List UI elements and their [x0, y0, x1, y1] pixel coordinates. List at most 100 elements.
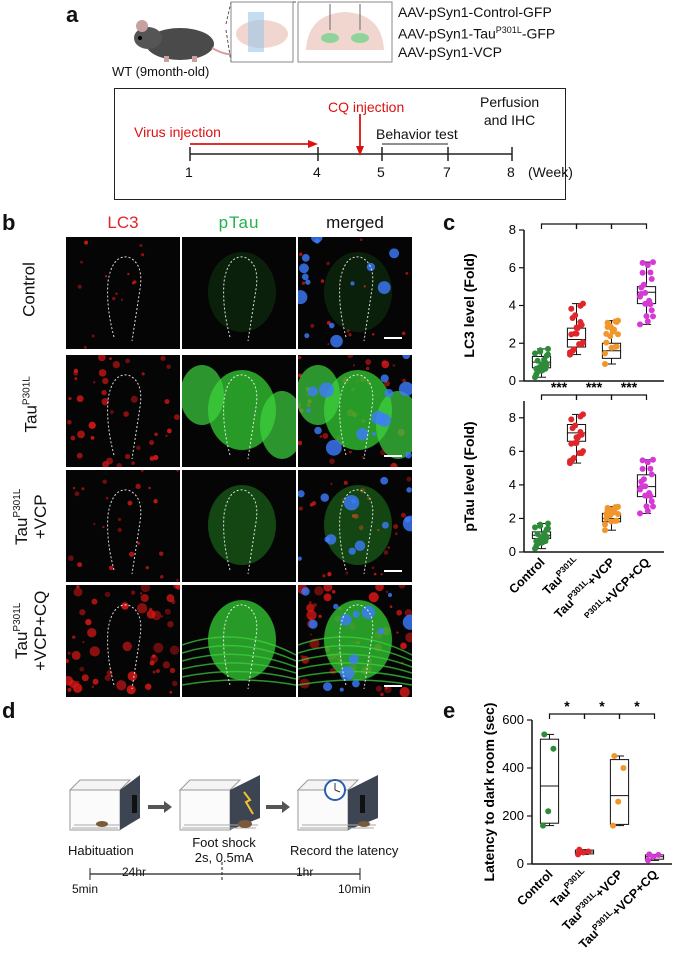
micrograph-merged-row1	[298, 237, 412, 349]
lc3-ytick-label: 8	[509, 222, 516, 237]
step-record-latency: Record the latency	[290, 843, 399, 858]
ptau-data-point	[543, 534, 550, 541]
tick-week-5: 5	[377, 164, 385, 180]
perfusion-label: Perfusion and IHC	[480, 94, 540, 128]
ptau-data-point	[637, 510, 643, 517]
timeline-unit: (Week)	[528, 164, 573, 180]
ptau-data-point	[567, 457, 573, 464]
ptau-sig-label: ***	[586, 379, 603, 395]
tick-week-8: 8	[507, 164, 515, 180]
ptau-data-point	[615, 503, 621, 510]
panel-letter-d: d	[2, 698, 16, 723]
latency-box	[539, 738, 560, 824]
virus-injection-label: Virus injection	[134, 124, 221, 140]
lc3-data-point	[568, 331, 575, 338]
step-habituation: Habituation	[68, 843, 134, 858]
scale-bar	[384, 570, 402, 572]
ptau-ytick-label: 0	[509, 544, 516, 559]
ptau-sig-bracket	[540, 394, 578, 400]
ptau-category-label: TauP301L+VCP	[550, 554, 617, 618]
micrograph-merged-row2	[298, 355, 412, 467]
construct-vcp: AAV-pSyn1-VCP	[398, 43, 503, 60]
tick-week-1: 1	[185, 164, 193, 180]
lc3-data-point	[650, 259, 656, 266]
ptau-data-point	[650, 456, 656, 463]
ptau-data-point	[638, 478, 645, 485]
scale-bar	[384, 685, 402, 687]
cell-outline	[339, 604, 374, 690]
cell-outline	[339, 374, 374, 460]
ptau-ytick-label: 2	[509, 510, 516, 525]
lc3-sig-bracket	[575, 223, 613, 229]
lc3-data-point	[543, 361, 550, 368]
latency-data-point	[540, 822, 546, 829]
lc3-ytick-label: 0	[509, 373, 516, 388]
lc3-data-point	[602, 350, 608, 357]
mouse-illustration	[134, 20, 239, 62]
ptau-data-point	[608, 518, 615, 525]
ptau-data-point	[604, 507, 611, 514]
panel-letter-a: a	[66, 2, 79, 27]
time-24hr: 24hr	[122, 865, 147, 879]
row-label-tau: TauP301L	[21, 376, 41, 433]
lc3-data-point	[643, 313, 650, 320]
panel-letter-c: c	[443, 210, 456, 235]
ptau-data-point	[647, 465, 654, 472]
lc3-sig-label: ***	[551, 218, 568, 224]
lc3-data-point	[650, 313, 656, 320]
latency-data-point	[610, 822, 616, 829]
panel-letter-e: e	[443, 698, 456, 723]
ptau-data-point	[568, 440, 575, 447]
micrograph-lc3-row4	[66, 585, 180, 697]
latency-data-point	[620, 765, 627, 771]
chamber-record	[296, 775, 378, 831]
cq-injection-label: CQ injection	[328, 99, 405, 115]
lc3-sig-bracket	[540, 223, 578, 229]
micrograph-ptau-row1	[182, 237, 296, 349]
micrograph-lc3-row3	[66, 470, 180, 582]
ptau-data-point	[533, 538, 540, 545]
lc3-data-point	[539, 366, 546, 373]
latency-data-point	[585, 848, 592, 855]
ptau-data-point	[537, 521, 544, 528]
column-label-lc3: LC3	[107, 213, 139, 232]
brain-illustration	[225, 1, 393, 63]
timeline-box	[114, 88, 566, 200]
lc3-data-point	[603, 339, 610, 346]
construct-tau-gfp: AAV-pSyn1-TauP301L-GFP	[398, 25, 556, 42]
lc3-data-point	[533, 365, 540, 372]
lc3-data-point	[644, 318, 651, 325]
ptau-data-point	[650, 503, 656, 510]
micrograph-ptau-row4	[182, 585, 296, 697]
micrograph-ptau-row2	[182, 355, 296, 467]
latency-data-point	[550, 745, 557, 752]
cell-outline	[107, 489, 142, 575]
lc3-ylabel: LC3 level (Fold)	[461, 253, 477, 357]
lc3-data-point	[538, 361, 545, 368]
micrograph-ptau-row3	[182, 470, 296, 582]
behavior-test-label: Behavior test	[376, 126, 458, 142]
cell-outline	[223, 256, 258, 342]
ptau-data-point	[578, 450, 585, 457]
lc3-data-point	[644, 262, 651, 269]
row-label-control: Control	[19, 262, 39, 317]
lc3-data-point	[567, 349, 573, 356]
ptau-data-point	[569, 425, 576, 432]
lc3-data-point	[648, 276, 655, 283]
lc3-data-point	[534, 357, 541, 364]
cell-outline	[223, 489, 258, 575]
cell-outline	[223, 604, 258, 690]
ptau-data-point	[648, 471, 655, 478]
ptau-data-point	[644, 459, 651, 466]
micrograph-merged-row3	[298, 470, 412, 582]
lc3-ytick-label: 4	[509, 298, 516, 313]
lc3-data-point	[545, 345, 551, 352]
row-label-tau-vcp: TauP301L +VCP	[11, 488, 50, 545]
latency-data-point	[576, 846, 583, 853]
latency-ytick-label: 200	[502, 808, 524, 823]
lc3-data-point	[574, 325, 581, 332]
lc3-data-point	[532, 350, 538, 357]
latency-sig-label: *	[564, 700, 570, 714]
